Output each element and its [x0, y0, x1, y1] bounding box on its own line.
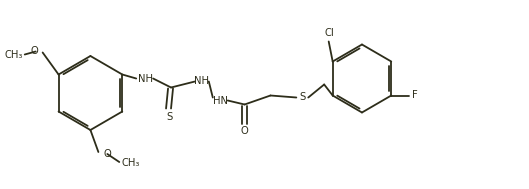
- Text: S: S: [299, 92, 305, 102]
- Text: CH₃: CH₃: [121, 158, 140, 168]
- Text: O: O: [241, 125, 249, 136]
- Text: O: O: [103, 149, 111, 159]
- Text: S: S: [166, 112, 172, 122]
- Text: Cl: Cl: [325, 29, 334, 39]
- Text: NH: NH: [194, 77, 209, 87]
- Text: NH: NH: [138, 74, 153, 84]
- Text: F: F: [412, 91, 418, 101]
- Text: HN: HN: [213, 95, 228, 105]
- Text: O: O: [31, 46, 39, 57]
- Text: CH₃: CH₃: [4, 50, 23, 60]
